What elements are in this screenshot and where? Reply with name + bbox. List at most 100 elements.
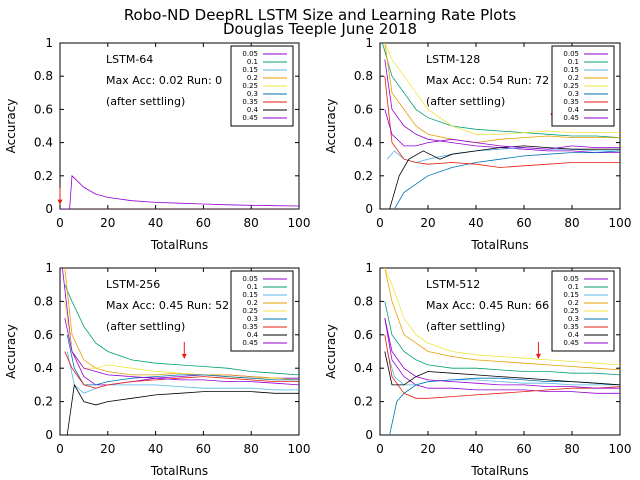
y-axis-label: Accuracy (4, 324, 18, 379)
x-tick-label: 0 (56, 216, 64, 230)
legend-label: 0.2 (568, 74, 579, 82)
annotation-3: (after settling) (106, 95, 185, 108)
legend-label: 0.4 (568, 106, 580, 114)
series-line-0.4 (66, 383, 299, 435)
y-tick-label: 1 (365, 36, 373, 50)
legend-label: 0.35 (563, 323, 579, 331)
y-tick-label: 0.2 (34, 169, 53, 183)
legend-label: 0.3 (568, 90, 579, 98)
y-tick-label: 0.2 (34, 395, 53, 409)
legend-label: 0.15 (563, 66, 579, 74)
x-tick-label: 60 (516, 216, 531, 230)
series-line-0.1 (384, 301, 620, 376)
legend: 0.050.10.150.20.250.30.350.40.45 (551, 270, 615, 352)
legend-label: 0.05 (242, 275, 258, 283)
legend-label: 0.25 (242, 307, 258, 315)
y-tick-label: 0.6 (354, 328, 373, 342)
legend-label: 0.25 (563, 307, 579, 315)
series-group (62, 268, 299, 435)
x-tick-label: 100 (609, 442, 632, 456)
x-tick-label: 40 (468, 216, 483, 230)
legend-label: 0.25 (563, 82, 579, 90)
legend-label: 0.4 (247, 106, 259, 114)
x-tick-label: 60 (516, 442, 531, 456)
legend: 0.050.10.150.20.250.30.350.40.45 (230, 270, 294, 352)
x-tick-label: 100 (288, 442, 311, 456)
series-line-0.1 (382, 43, 620, 138)
legend-label: 0.1 (568, 283, 579, 291)
x-tick-label: 0 (376, 442, 384, 456)
annotation-3: (after settling) (426, 320, 505, 333)
y-tick-label: 0.2 (354, 169, 373, 183)
annotation-1: LSTM-256 (106, 278, 160, 291)
legend-label: 0.15 (563, 291, 579, 299)
series-group (384, 268, 620, 435)
figure-title: Robo-ND DeepRL LSTM Size and Learning Ra… (124, 6, 517, 24)
legend: 0.050.10.150.20.250.30.350.40.45 (551, 45, 615, 127)
annotation-1: LSTM-64 (106, 53, 153, 66)
y-tick-label: 0.6 (354, 102, 373, 116)
series-line-0.45 (64, 318, 299, 386)
annotation-1: LSTM-512 (426, 278, 480, 291)
series-line-0.3 (394, 150, 620, 209)
series-line-0.25 (384, 43, 620, 135)
x-axis-label: TotalRuns (150, 464, 208, 478)
panels: 0 20 40 60 80 10000.20.40.60.81TotalRunsAccur… (4, 36, 631, 478)
series-line-0.15 (386, 147, 620, 163)
legend-label: 0.2 (247, 299, 258, 307)
legend-label: 0.45 (242, 339, 258, 347)
y-tick-label: 0.2 (354, 395, 373, 409)
y-tick-label: 0.4 (34, 361, 53, 375)
y-axis-label: Accuracy (324, 324, 338, 379)
max-marker-head (181, 353, 187, 359)
series-line-0.05 (384, 59, 620, 154)
x-tick-label: 80 (564, 442, 579, 456)
x-tick-label: 0 (376, 216, 384, 230)
x-tick-label: 80 (244, 442, 259, 456)
x-tick-label: 20 (100, 216, 115, 230)
legend-label: 0.25 (242, 82, 258, 90)
series-line-0.45 (384, 318, 620, 389)
legend-label: 0.3 (568, 315, 579, 323)
legend-label: 0.45 (563, 114, 579, 122)
y-tick-label: 0.8 (354, 69, 373, 83)
series-line-0.4 (384, 351, 620, 386)
series-line-0.35 (64, 351, 299, 389)
x-axis-label: TotalRuns (470, 238, 528, 252)
x-tick-label: 40 (148, 216, 163, 230)
x-axis-label: TotalRuns (150, 238, 208, 252)
annotation-2: Max Acc: 0.02 Run: 0 (106, 74, 222, 87)
legend-label: 0.1 (247, 58, 258, 66)
figure-subtitle: Douglas Teeple June 2018 (223, 20, 417, 38)
series-line-0.05 (384, 318, 620, 394)
series-line-0.2 (384, 268, 620, 371)
y-tick-label: 0.6 (34, 102, 53, 116)
y-tick-label: 1 (45, 36, 53, 50)
x-tick-label: 100 (609, 216, 632, 230)
y-tick-label: 1 (365, 261, 373, 275)
legend-label: 0.15 (242, 291, 258, 299)
legend: 0.050.10.150.20.250.30.350.40.45 (230, 45, 294, 127)
y-tick-label: 0.8 (34, 69, 53, 83)
legend-label: 0.15 (242, 66, 258, 74)
legend-label: 0.1 (568, 58, 579, 66)
annotation-2: Max Acc: 0.45 Run: 66 (426, 299, 549, 312)
y-tick-label: 0.6 (34, 328, 53, 342)
legend-label: 0.45 (242, 114, 258, 122)
annotation-1: LSTM-128 (426, 53, 480, 66)
annotation-2: Max Acc: 0.54 Run: 72 (426, 74, 549, 87)
plot-frame (59, 267, 300, 436)
max-marker-head (535, 353, 541, 359)
legend-label: 0.45 (563, 339, 579, 347)
y-tick-label: 0 (45, 428, 53, 442)
series-line-0.1 (64, 284, 299, 376)
chart-panel-4: 0 20 40 60 80 100 0 0.2 0.4 0.6 0.8 1 TotalRuns Accur… (324, 261, 631, 478)
y-tick-label: 0.8 (354, 294, 373, 308)
legend-label: 0.35 (242, 323, 258, 331)
legend-label: 0.3 (247, 90, 258, 98)
series-line-0.45 (60, 174, 299, 209)
x-tick-label: 60 (196, 442, 211, 456)
x-tick-label: 40 (148, 442, 163, 456)
y-tick-label: 0.4 (354, 136, 373, 150)
